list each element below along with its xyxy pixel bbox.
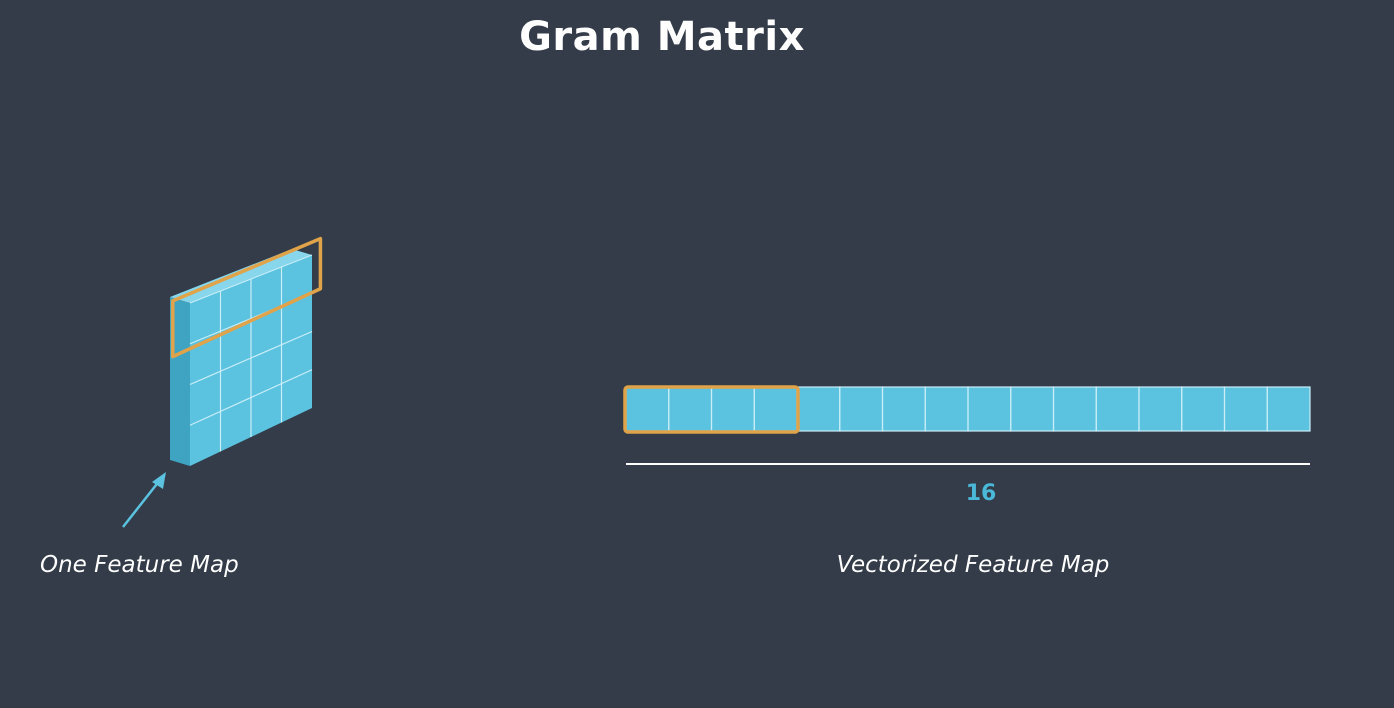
page-title: Gram Matrix <box>519 14 805 60</box>
feature-map-block <box>170 236 323 466</box>
vector-caption: Vectorized Feature Map <box>837 552 1110 578</box>
feature-map-caption: One Feature Map <box>40 552 239 578</box>
feature-map-row-highlight <box>171 236 323 359</box>
feature-map-side-face <box>170 297 190 466</box>
feature-map-grid-row-line <box>189 369 313 426</box>
vector-highlight <box>623 385 800 434</box>
vectorized-feature-map <box>623 385 1311 434</box>
vector-cell <box>1266 386 1311 432</box>
arrow-icon <box>122 472 166 528</box>
vector-length-label: 16 <box>966 481 997 506</box>
feature-map-top-edge <box>189 254 313 304</box>
feature-map-top-face <box>170 249 312 303</box>
feature-map-grid-row-line <box>189 330 313 386</box>
